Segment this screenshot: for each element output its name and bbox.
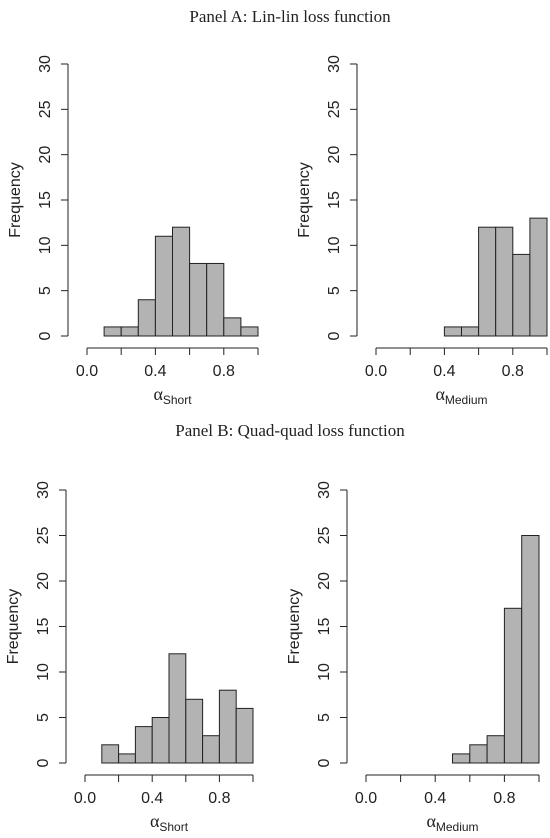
x-tick-label: 0.4: [424, 790, 446, 807]
panel-title: Panel A: Lin-lin loss function: [189, 7, 391, 26]
x-tick-label: 0.0: [76, 363, 98, 380]
bar: [223, 317, 242, 337]
bar: [469, 744, 488, 764]
bar: [168, 653, 187, 764]
bar: [202, 735, 220, 764]
bar: [512, 253, 531, 337]
bar: [101, 744, 120, 764]
y-tick-label: 10: [35, 663, 52, 681]
bar: [503, 607, 523, 764]
y-tick-label: 25: [316, 527, 333, 545]
y-tick-label: 30: [316, 481, 333, 499]
y-tick-label: 20: [35, 572, 52, 590]
bar: [118, 753, 136, 764]
x-axis-label: αShort: [150, 811, 189, 834]
bar: [120, 326, 139, 337]
y-tick-label: 15: [37, 191, 54, 209]
x-tick-label: 0.4: [433, 363, 455, 380]
bar: [185, 698, 204, 764]
y-tick-label: 0: [35, 758, 52, 767]
bar: [452, 753, 471, 764]
x-tick-label: 0.4: [141, 790, 163, 807]
bar: [134, 726, 153, 764]
bar: [137, 299, 156, 337]
bar: [103, 326, 122, 337]
y-tick-label: 15: [35, 618, 52, 636]
y-tick-label: 20: [326, 146, 343, 164]
x-tick-label: 0.4: [144, 363, 166, 380]
bar: [235, 707, 254, 764]
x-label-symbol: α: [435, 384, 445, 404]
x-label-subscript: Medium: [445, 393, 488, 407]
bar: [218, 689, 237, 764]
y-tick-label: 0: [37, 331, 54, 340]
x-axis-label: αShort: [153, 384, 192, 407]
x-label-subscript: Short: [159, 820, 188, 834]
bar: [521, 535, 540, 764]
y-tick-label: 25: [326, 100, 343, 118]
bar: [495, 226, 514, 337]
y-tick-label: 15: [326, 191, 343, 209]
bar: [189, 262, 208, 337]
x-tick-label: 0.0: [365, 363, 387, 380]
bar: [486, 735, 505, 764]
bar: [443, 326, 462, 337]
y-tick-label: 10: [316, 663, 333, 681]
y-tick-label: 5: [316, 713, 333, 722]
bar: [172, 226, 191, 337]
bar: [206, 262, 225, 337]
x-label-symbol: α: [426, 811, 436, 831]
panel-title: Panel B: Quad-quad loss function: [175, 421, 405, 440]
x-tick-label: 0.0: [74, 790, 96, 807]
y-axis-label: Frequency: [286, 589, 303, 665]
bar: [240, 326, 259, 337]
y-tick-label: 20: [37, 146, 54, 164]
x-tick-label: 0.8: [213, 363, 235, 380]
bar: [461, 326, 480, 337]
y-axis-label: Frequency: [7, 162, 24, 238]
x-tick-label: 0.8: [502, 363, 524, 380]
y-tick-label: 5: [326, 286, 343, 295]
y-tick-label: 25: [37, 100, 54, 118]
x-tick-label: 0.0: [355, 790, 377, 807]
bar: [154, 235, 173, 337]
y-tick-label: 30: [326, 55, 343, 73]
y-tick-label: 0: [326, 331, 343, 340]
bar: [151, 717, 170, 764]
x-label-subscript: Medium: [436, 820, 479, 834]
y-tick-label: 30: [35, 481, 52, 499]
y-tick-label: 25: [35, 527, 52, 545]
y-tick-label: 0: [316, 758, 333, 767]
x-axis-label: αMedium: [435, 384, 487, 407]
y-tick-label: 10: [37, 236, 54, 254]
y-tick-label: 10: [326, 236, 343, 254]
y-tick-label: 30: [37, 55, 54, 73]
x-axis-label: αMedium: [426, 811, 478, 834]
x-tick-label: 0.8: [493, 790, 515, 807]
x-tick-label: 0.8: [208, 790, 230, 807]
x-label-symbol: α: [153, 384, 163, 404]
y-axis-label: Frequency: [296, 162, 313, 238]
y-tick-label: 20: [316, 572, 333, 590]
x-label-symbol: α: [150, 811, 160, 831]
y-tick-label: 5: [35, 713, 52, 722]
bar: [529, 217, 548, 337]
x-label-subscript: Short: [163, 393, 192, 407]
y-axis-label: Frequency: [5, 589, 22, 665]
y-tick-label: 5: [37, 286, 54, 295]
y-tick-label: 15: [316, 618, 333, 636]
bar: [478, 226, 497, 337]
